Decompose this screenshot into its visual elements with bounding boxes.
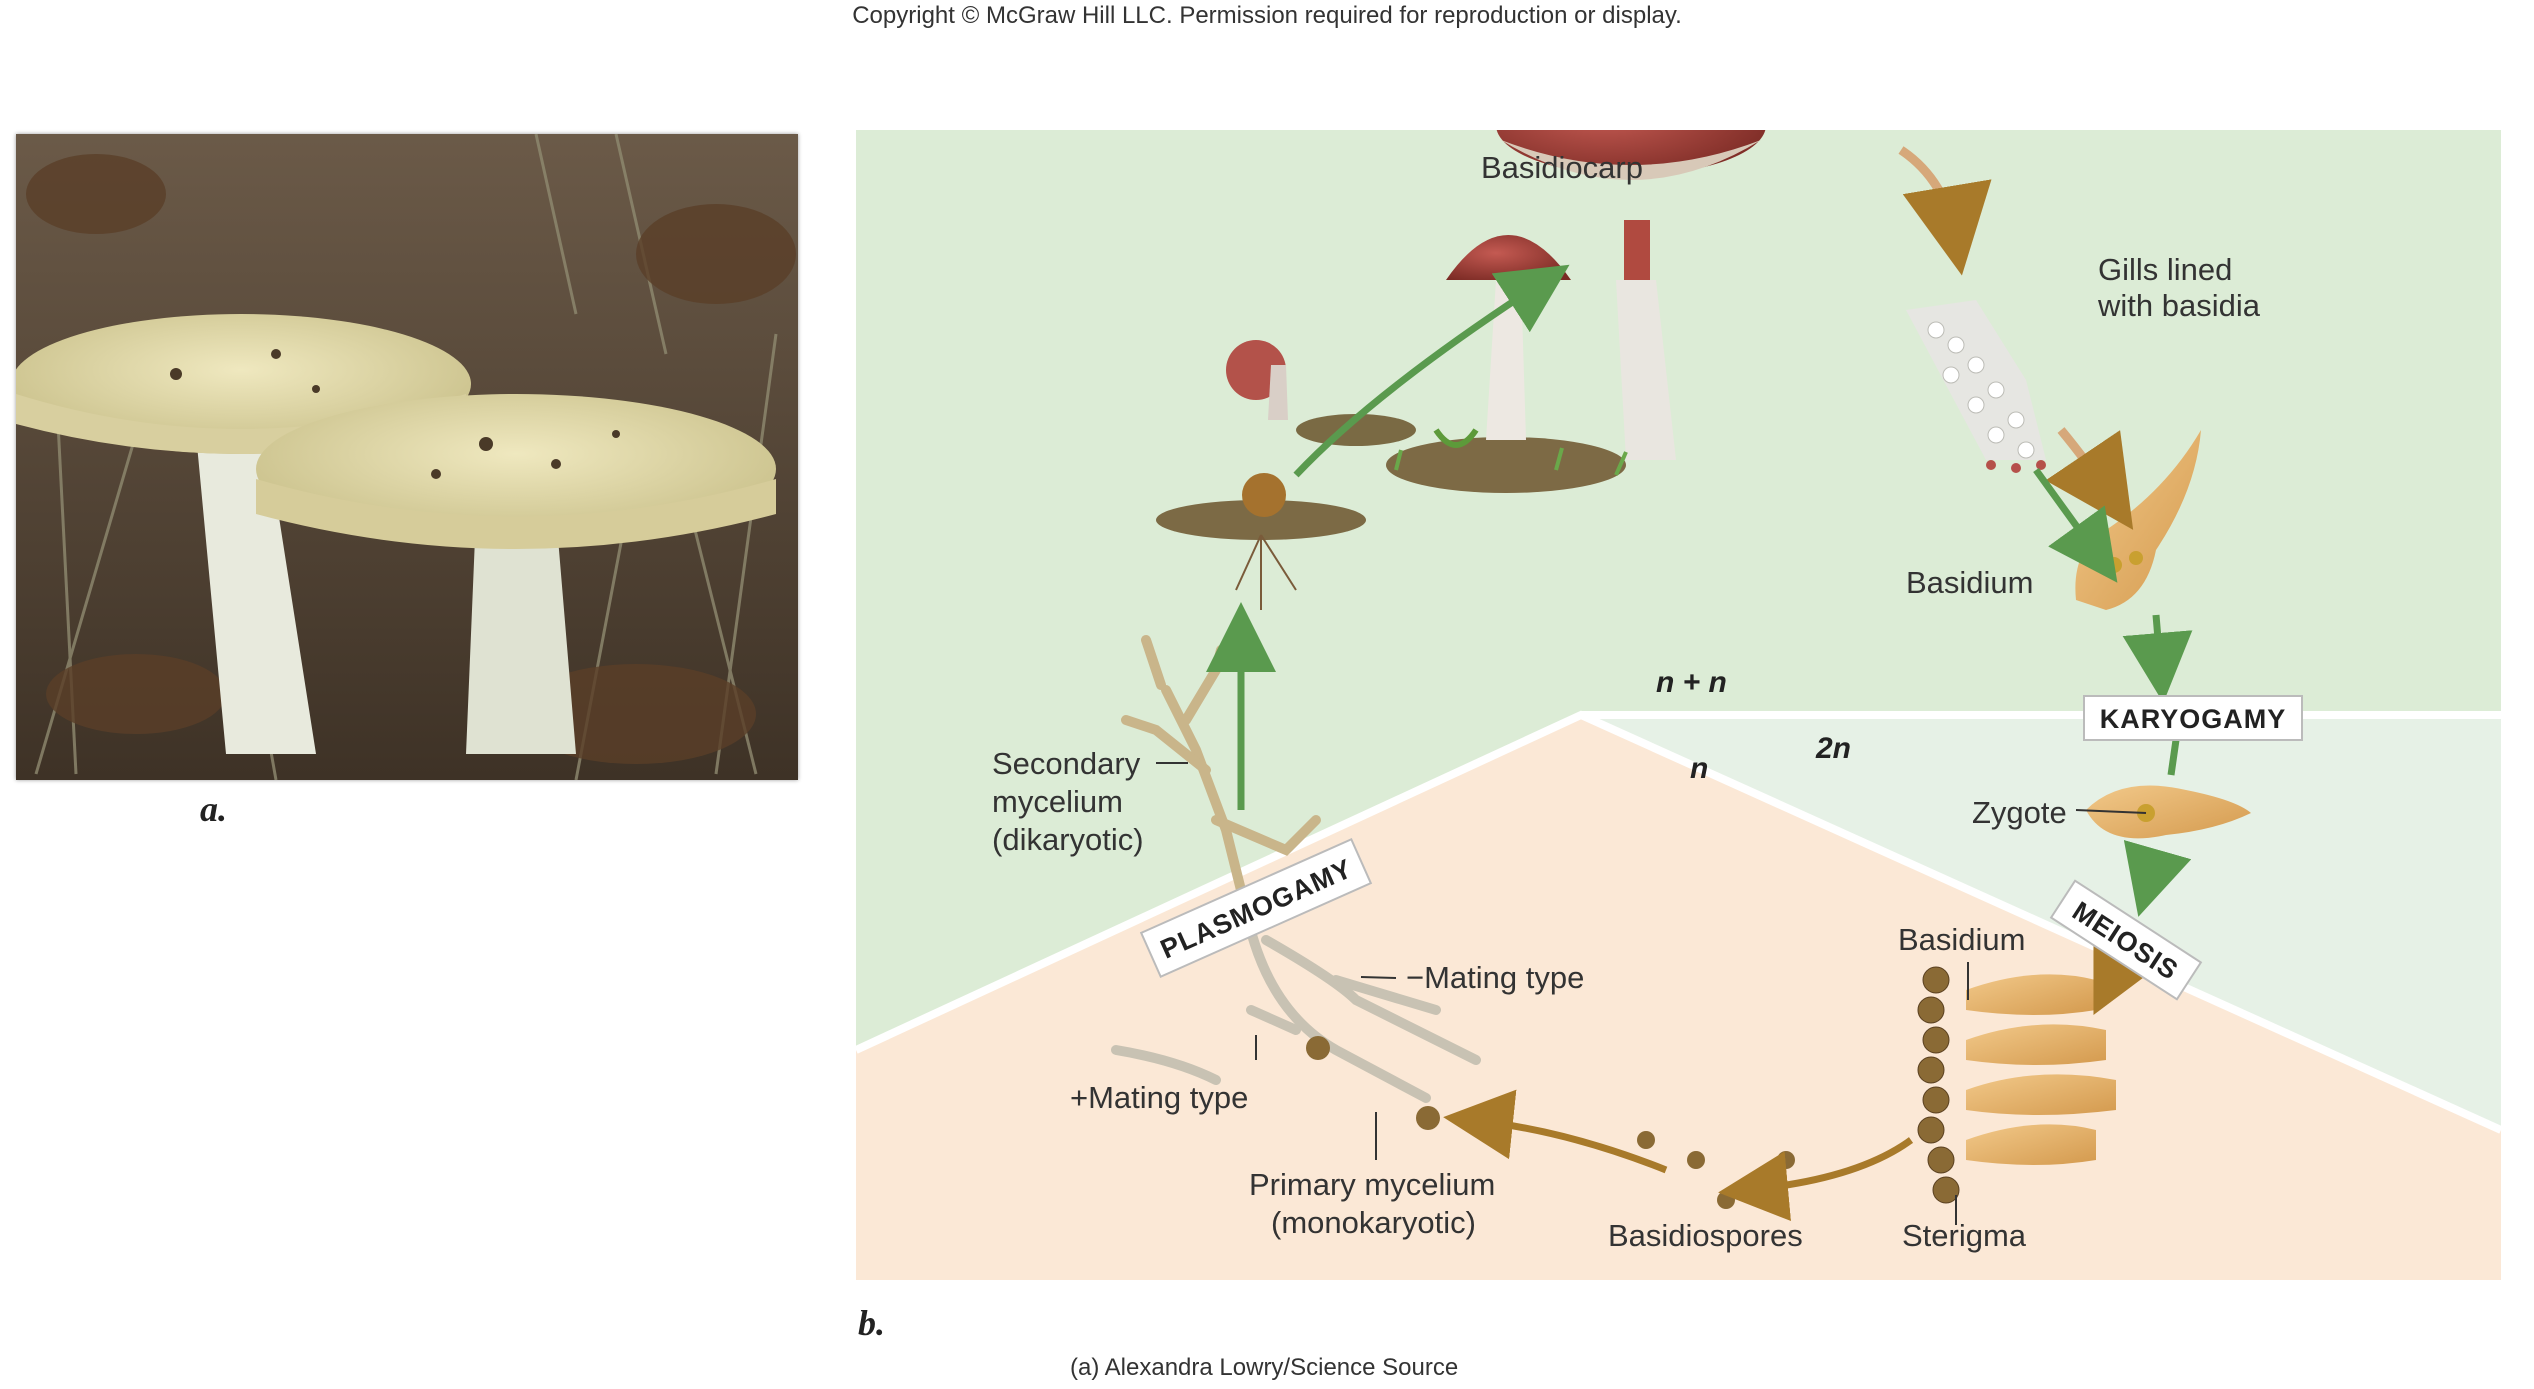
arrow-basidium-to-karyogamy [2122, 614, 2193, 703]
label-secondary-mycelium-line3: (dikaryotic) [992, 822, 1144, 857]
label-basidiocarp: Basidiocarp [1481, 150, 1643, 185]
arrow-cap-to-gills [1898, 146, 1992, 276]
label-gills-line2: with basidia [2097, 288, 2261, 323]
mushroom-photo [16, 134, 798, 780]
arrow-soil-to-basidiocarp [1293, 264, 1570, 478]
panel-a-label: a. [200, 789, 227, 829]
primary-spore-2 [1416, 1106, 1440, 1130]
label-secondary-mycelium-line1: Secondary [992, 746, 1141, 781]
arrow-gills-down [2033, 467, 2118, 583]
photo-credit-text: (a) Alexandra Lowry/Science Source [1070, 1354, 1459, 1381]
ploidy-label-n-plus-n: n + n [1656, 666, 1727, 699]
label-basidium-top: Basidium [1906, 565, 2034, 600]
basidiomycete-life-cycle-diagram: Basidiocarp Gills lined with basidia Bas… [856, 130, 2503, 1280]
label-primary-mycelium-line1: Primary mycelium [1249, 1167, 1495, 1202]
copyright-notice: Copyright © McGraw Hill LLC. Permission … [852, 2, 1682, 29]
large-basidiocarp-illustration [1496, 130, 1766, 460]
panel-b-label: b. [858, 1303, 885, 1343]
label-zygote: Zygote [1972, 795, 2067, 830]
mycelium-soil-clump-illustration [1156, 473, 1366, 610]
label-plus-mating-type: +Mating type [1070, 1080, 1248, 1115]
label-gills-line1: Gills lined [2098, 252, 2232, 287]
label-primary-mycelium-line2: (monokaryotic) [1271, 1205, 1476, 1240]
basidia-cluster-illustration [1917, 966, 2116, 1204]
arrow-zygote-to-meiosis [2123, 840, 2192, 917]
arrow-gills-to-basidium [2045, 427, 2134, 530]
young-basidiocarp-small-illustration [1268, 365, 1416, 446]
karyogamy-tag: KARYOGAMY [2083, 695, 2303, 741]
label-secondary-mycelium-line2: mycelium [992, 784, 1123, 819]
karyogamy-tag-text: KARYOGAMY [2100, 704, 2287, 734]
arrow-spores-to-primary [1443, 1089, 1668, 1174]
ploidy-label-2n: 2n [1815, 732, 1851, 765]
label-minus-mating-type: −Mating type [1406, 960, 1584, 995]
label-sterigma: Sterigma [1902, 1218, 2027, 1253]
arrow-basidia-to-spores [1718, 1137, 1914, 1222]
label-basidiospores: Basidiospores [1608, 1218, 1803, 1253]
primary-spore-1 [1306, 1036, 1330, 1060]
gills-illustration [1906, 300, 2046, 473]
arrow-karyogamy-to-zygote [2167, 739, 2180, 776]
label-basidium-bottom: Basidium [1898, 922, 2026, 957]
ploidy-label-n: n [1690, 752, 1708, 785]
